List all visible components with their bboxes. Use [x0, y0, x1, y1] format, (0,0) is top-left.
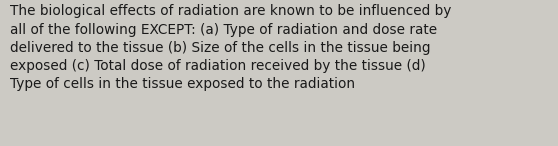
- Text: The biological effects of radiation are known to be influenced by
all of the fol: The biological effects of radiation are …: [10, 4, 451, 91]
